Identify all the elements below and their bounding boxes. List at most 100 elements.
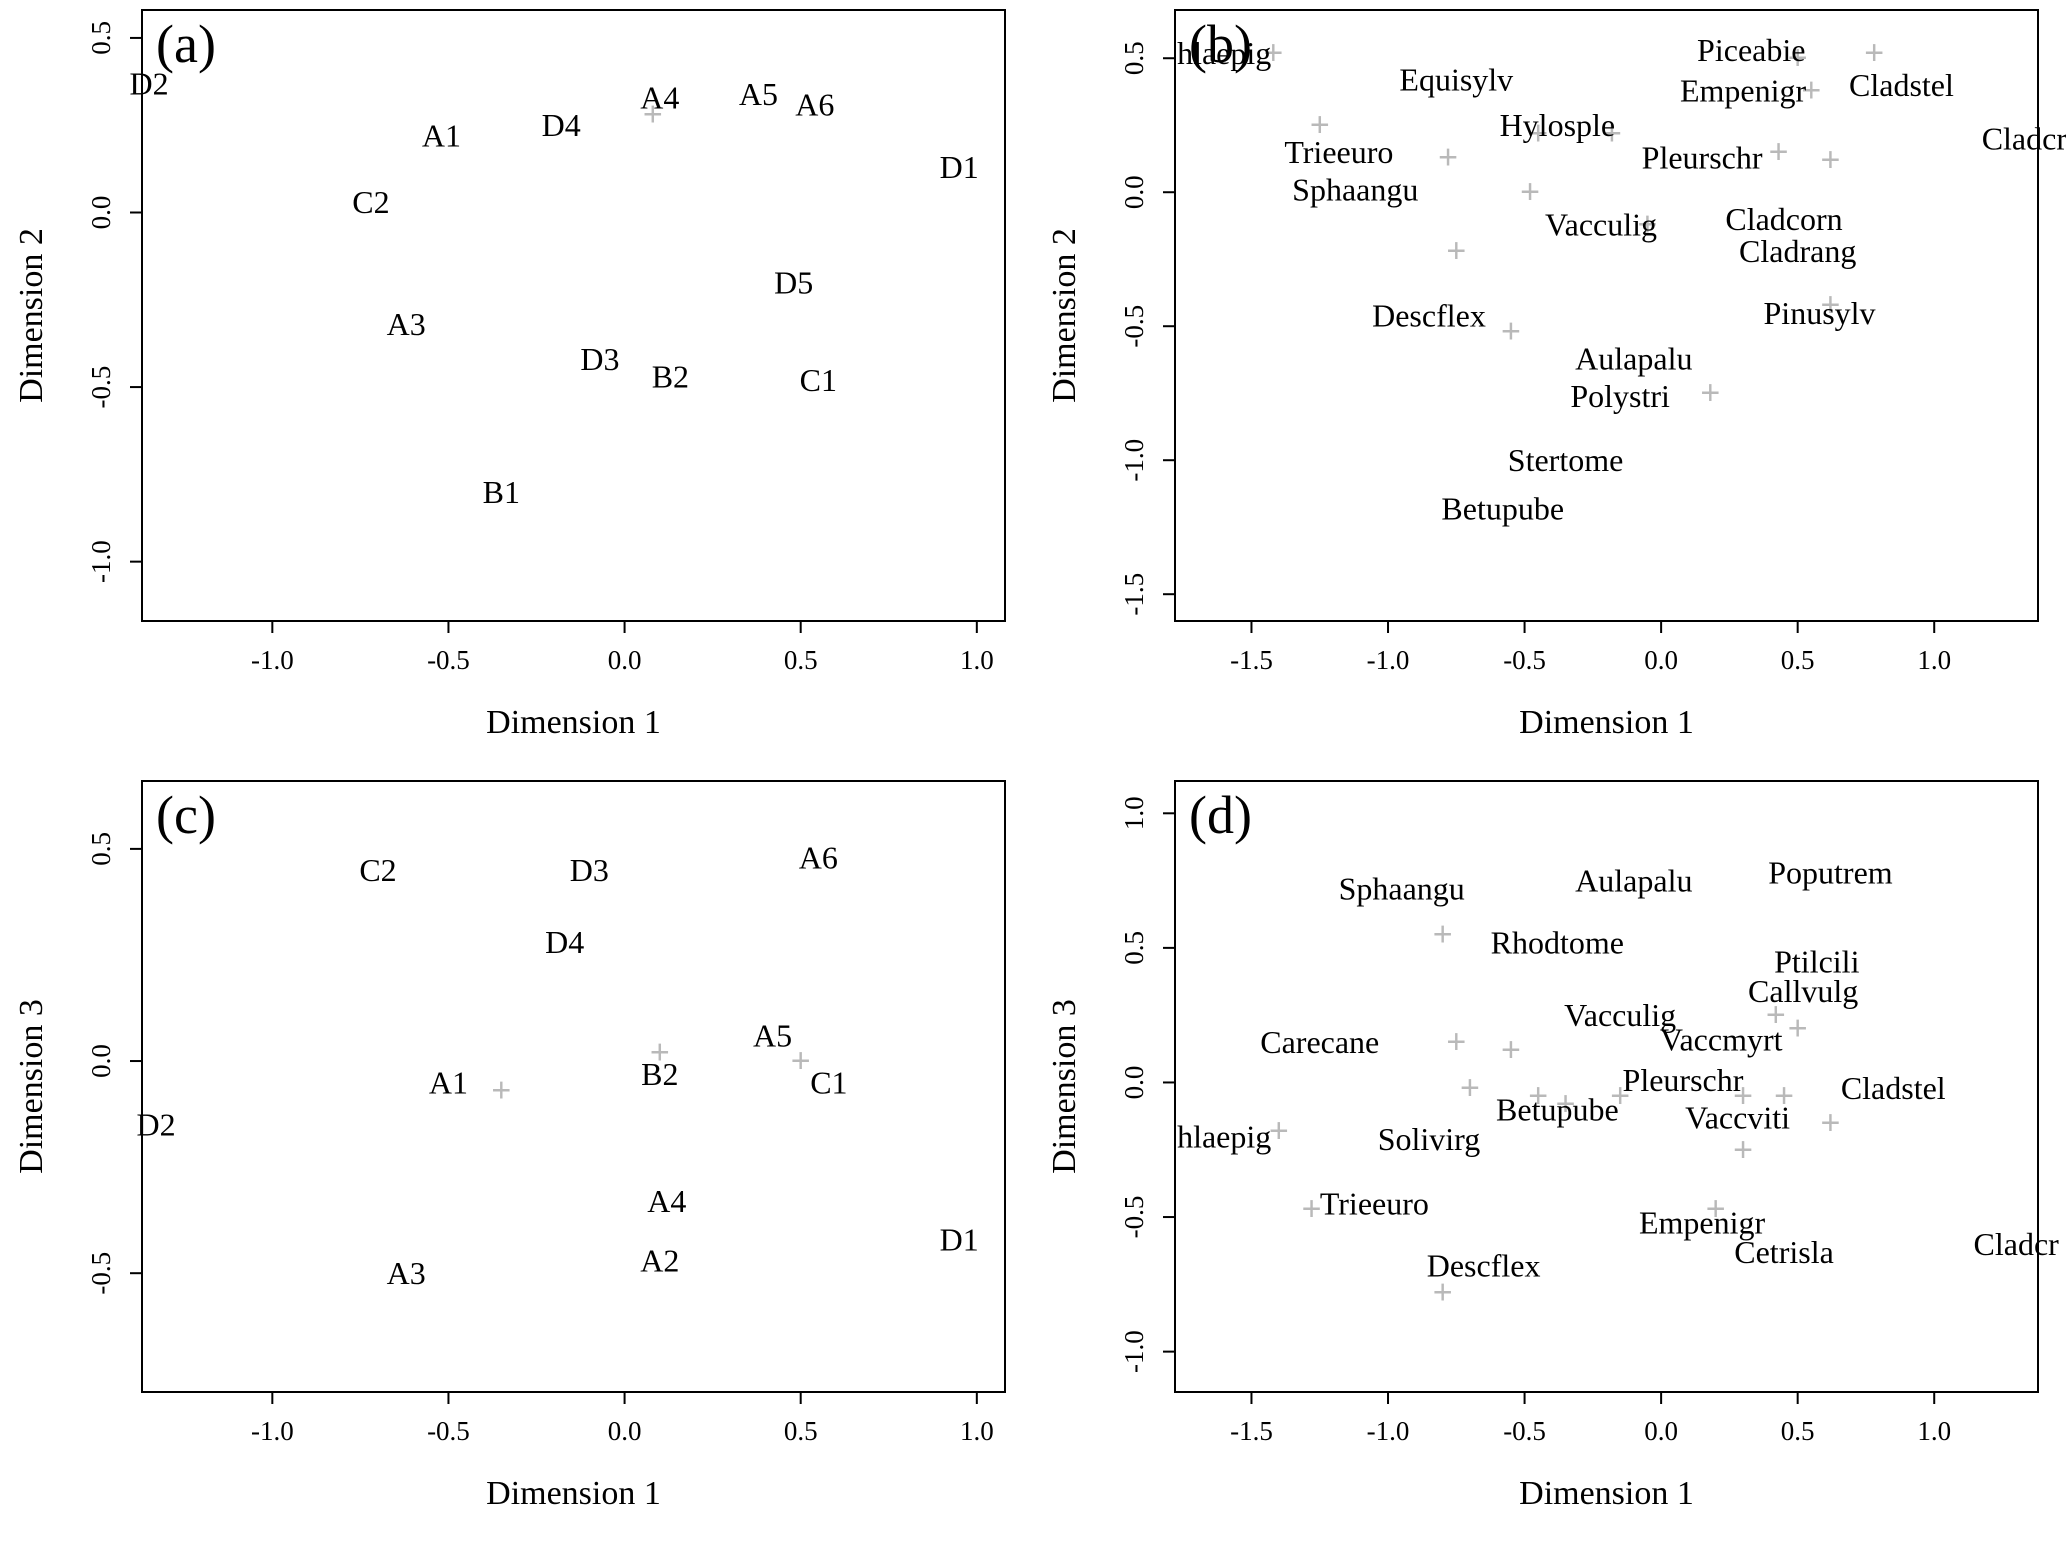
cross-marker: + bbox=[1556, 1085, 1576, 1123]
point-label: D1 bbox=[940, 149, 979, 185]
cross-marker: + bbox=[1460, 1069, 1480, 1107]
point-label: Pleurschr bbox=[1623, 1062, 1744, 1098]
point-label: Sphaangu bbox=[1292, 172, 1418, 208]
cross-marker: + bbox=[491, 1072, 511, 1110]
point-label: D2 bbox=[129, 65, 168, 101]
x-tick-label: 1.0 bbox=[960, 645, 994, 675]
y-axis-title: Dimension 3 bbox=[1046, 999, 1083, 1174]
x-tick-label: -1.5 bbox=[1230, 645, 1273, 675]
panel-c-chart: -1.0 -0.5 0.0 0.5 1.0 0.5 0.0 -0.5 Dimension 1 Di… bbox=[13, 780, 1006, 1512]
point-label: Cladstel bbox=[1841, 1070, 1946, 1106]
x-tick-label: 0.5 bbox=[784, 1416, 818, 1446]
x-axis-title: Dimension 1 bbox=[1519, 704, 1694, 741]
point-label: Vaccviti bbox=[1685, 1099, 1790, 1135]
point-label: C2 bbox=[359, 852, 396, 888]
point-label: Betupube bbox=[1496, 1091, 1619, 1127]
y-tick-label: 0.0 bbox=[86, 1044, 116, 1078]
point-label: D3 bbox=[570, 852, 609, 888]
point-label: Hylosple bbox=[1500, 107, 1616, 143]
point-label: C1 bbox=[810, 1064, 847, 1100]
y-tick-label: 1.0 bbox=[1119, 796, 1149, 830]
y-tick-label: 0.5 bbox=[86, 832, 116, 866]
y-tick-label: 0.0 bbox=[1119, 1066, 1149, 1100]
point-label: Trieeuro bbox=[1284, 134, 1393, 170]
point-label: A2 bbox=[640, 1242, 679, 1278]
cross-marker: + bbox=[1821, 141, 1841, 179]
cross-marker: + bbox=[1788, 1010, 1808, 1048]
x-tick-label: 0.5 bbox=[1781, 645, 1815, 675]
y-tick-label: -1.0 bbox=[1119, 439, 1149, 482]
point-label: D5 bbox=[774, 264, 813, 300]
x-tick-label: -1.5 bbox=[1230, 1416, 1273, 1446]
point-label: A6 bbox=[795, 86, 834, 122]
point-label: Empenigr bbox=[1680, 72, 1807, 108]
x-tick-label: 0.0 bbox=[608, 1416, 642, 1446]
point-label: A3 bbox=[387, 306, 426, 342]
point-label: Pinusylv bbox=[1764, 295, 1876, 331]
cross-marker: + bbox=[1302, 1190, 1322, 1228]
cross-marker: + bbox=[1801, 71, 1821, 109]
point-label: D3 bbox=[580, 341, 619, 377]
panel-b: -1.5 -1.0 -0.5 0.0 0.5 1.0 0.5 0.0 -0.5 -1.0 -1.5 D… bbox=[1033, 0, 2067, 771]
x-tick-label: 1.0 bbox=[1917, 645, 1951, 675]
point-label: Ptilcili bbox=[1774, 943, 1859, 979]
point-label: D4 bbox=[542, 107, 581, 143]
cross-marker: + bbox=[1501, 1031, 1521, 1069]
point-label: C1 bbox=[800, 362, 837, 398]
cross-marker: + bbox=[1769, 133, 1789, 171]
point-label: Cladcorn bbox=[1725, 201, 1842, 237]
point-label: A5 bbox=[739, 76, 778, 112]
plot-box bbox=[141, 9, 1006, 622]
point-label: A6 bbox=[799, 839, 838, 875]
cross-marker: + bbox=[1733, 1131, 1753, 1169]
panel-letter: (d) bbox=[1189, 785, 1252, 845]
cross-marker: + bbox=[1602, 114, 1622, 152]
point-label: Piceabie bbox=[1697, 32, 1805, 68]
point-label: A1 bbox=[422, 118, 461, 154]
y-tick-label: 0.0 bbox=[86, 196, 116, 230]
point-label: Sphaangu bbox=[1339, 871, 1465, 907]
point-label: B1 bbox=[483, 474, 520, 510]
point-label: Aulapalu bbox=[1575, 863, 1692, 899]
x-tick-label: 0.5 bbox=[784, 645, 818, 675]
point-label: Aulapalu bbox=[1575, 340, 1692, 376]
panel-b-chart: -1.5 -1.0 -0.5 0.0 0.5 1.0 0.5 0.0 -0.5 -1.0 -1.5 D… bbox=[1046, 9, 2066, 741]
x-axis-title: Dimension 1 bbox=[486, 704, 661, 741]
y-tick-label: 0.5 bbox=[1119, 41, 1149, 75]
cross-marker: + bbox=[1821, 1104, 1841, 1142]
point-label: C2 bbox=[352, 184, 389, 220]
y-tick-label: 0.0 bbox=[1119, 175, 1149, 209]
cross-marker: + bbox=[1269, 1112, 1289, 1150]
cross-marker: + bbox=[1610, 1077, 1630, 1115]
cross-marker: + bbox=[1528, 1077, 1548, 1115]
cross-marker: + bbox=[1821, 286, 1841, 324]
point-label: hlaepig bbox=[1177, 35, 1271, 71]
point-label: Carecane bbox=[1260, 1024, 1379, 1060]
y-tick-label: 0.5 bbox=[1119, 931, 1149, 965]
cross-marker: + bbox=[1263, 34, 1283, 72]
cross-marker: + bbox=[650, 1034, 670, 1072]
point-label: Empenigr bbox=[1639, 1204, 1766, 1240]
point-label: A1 bbox=[429, 1064, 468, 1100]
x-tick-label: 1.0 bbox=[960, 1416, 994, 1446]
panel-letter: (b) bbox=[1189, 14, 1252, 74]
point-label: B2 bbox=[652, 359, 689, 395]
x-tick-label: -0.5 bbox=[1503, 1416, 1546, 1446]
panel-a: -1.0 -0.5 0.0 0.5 1.0 0.5 0.0 -0.5 -1.0 Dimension… bbox=[0, 0, 1033, 771]
point-label: D4 bbox=[545, 924, 584, 960]
cross-marker: + bbox=[1733, 1077, 1753, 1115]
x-tick-label: -1.0 bbox=[251, 1416, 294, 1446]
cross-marker: + bbox=[1438, 138, 1458, 176]
point-label: Descflex bbox=[1427, 1247, 1541, 1283]
panel-c: -1.0 -0.5 0.0 0.5 1.0 0.5 0.0 -0.5 Dimension 1 Di… bbox=[0, 771, 1033, 1543]
point-label: Rhodtome bbox=[1491, 924, 1624, 960]
y-tick-label: -0.5 bbox=[86, 366, 116, 409]
x-tick-label: 0.0 bbox=[1644, 1416, 1678, 1446]
y-tick-label: -0.5 bbox=[1119, 1196, 1149, 1239]
cross-marker: + bbox=[1433, 915, 1453, 953]
cross-marker: + bbox=[1446, 232, 1466, 270]
cross-marker: + bbox=[1520, 173, 1540, 211]
cross-marker: + bbox=[1638, 205, 1658, 243]
point-label: Callvulg bbox=[1748, 973, 1858, 1009]
cross-marker: + bbox=[1310, 106, 1330, 144]
